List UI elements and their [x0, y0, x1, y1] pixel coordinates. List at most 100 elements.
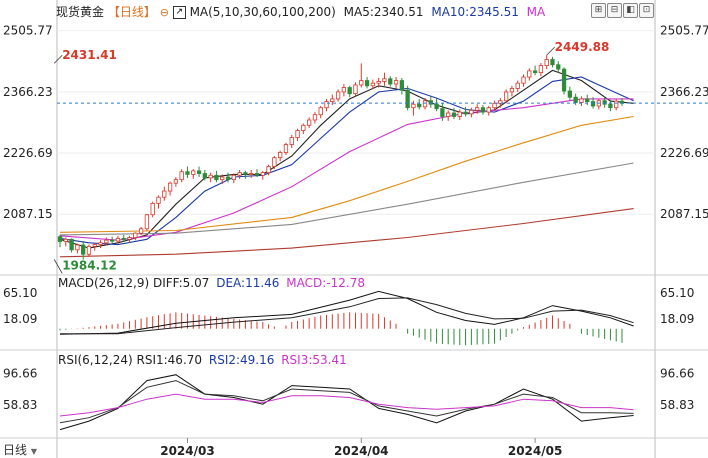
candle-body [382, 78, 387, 82]
candle-body [353, 84, 358, 95]
candle-body [422, 100, 428, 108]
y-tick-label-left: 2366.23 [3, 85, 53, 99]
y-tick-label-right: 2505.77 [660, 24, 708, 38]
forward-icon[interactable]: ⊡ [639, 3, 654, 18]
candle-body [144, 214, 150, 230]
candle-body [283, 144, 289, 153]
symbol-title: 现货黄金 [56, 5, 105, 19]
candle-body [69, 238, 74, 251]
x-tick-label: 2024/04 [334, 444, 388, 458]
candle-body [451, 112, 457, 117]
candle-body [515, 82, 520, 89]
period-button-label: 日线 [3, 443, 28, 457]
candle-body [544, 59, 549, 67]
annotation-label: 1984.12 [62, 258, 117, 272]
ma-line-ma5 [59, 69, 634, 249]
candle-body [156, 196, 161, 204]
candle-body [364, 80, 370, 87]
macd-params: MACD(26,12,9) [58, 276, 150, 290]
rsi-line-rsi3 [59, 393, 634, 417]
candle-body [272, 157, 277, 167]
y-tick-label-left: 2226.69 [3, 146, 53, 160]
rsi2-value: RSI2:49.16 [208, 353, 275, 367]
candle-body [237, 172, 242, 176]
candle-body [567, 90, 572, 98]
ma-line-ma10 [59, 76, 634, 246]
candle-body [579, 98, 584, 103]
rsi-line-rsi2 [59, 380, 634, 424]
candle-body [289, 137, 294, 145]
candle-body [75, 244, 80, 251]
candle-body [521, 76, 526, 84]
candle-body [278, 152, 283, 159]
period-label[interactable]: 【日线】 [107, 5, 156, 19]
candle-body [179, 171, 184, 181]
candle-body [260, 172, 265, 176]
chevron-down-icon: ▼ [30, 447, 37, 456]
ma-more[interactable]: MA [526, 5, 546, 19]
candle-body [191, 170, 196, 175]
candle-body [405, 89, 410, 109]
ma5-value: MA5:2340.51 [343, 5, 424, 19]
candle-body [220, 176, 225, 181]
rsi-y-tick-right: 58.83 [660, 398, 694, 412]
candle-body [86, 245, 92, 255]
back-icon[interactable]: ◧ [623, 3, 638, 18]
candle-body [532, 70, 538, 74]
candle-body [393, 80, 399, 85]
ma-line-ma100 [59, 162, 634, 236]
candle-body [92, 244, 97, 247]
rsi-line-rsi1 [59, 374, 634, 431]
rsi1-value: RSI1:46.70 [136, 353, 203, 367]
candle-body [486, 107, 491, 113]
candle-body [417, 103, 422, 108]
candle-body [370, 82, 376, 87]
candle-body [556, 64, 561, 70]
y-tick-label-right: 2226.69 [660, 146, 708, 160]
candle-body [550, 59, 555, 66]
candle-body [318, 107, 323, 116]
candle-body [249, 173, 254, 175]
candle-body [202, 173, 207, 179]
ma-toggle-icon[interactable]: ↗ [172, 6, 186, 19]
annotation-leader [546, 46, 555, 56]
candle-body [133, 232, 138, 238]
candle-body [573, 96, 578, 103]
period-button[interactable]: 日线 ▼ [3, 441, 37, 458]
rsi-y-tick-left: 58.83 [3, 398, 37, 412]
candle-body [81, 244, 86, 255]
settings-icon[interactable]: ⊟ [607, 3, 622, 18]
circle-minus-icon[interactable]: ⊖ [159, 6, 169, 19]
candle-body [214, 174, 219, 181]
rsi-params: RSI(6,12,24) [58, 353, 133, 367]
macd-value: MACD:-12.78 [286, 276, 365, 290]
candle-body [98, 242, 103, 245]
candle-body [480, 107, 486, 113]
candle-body [110, 239, 115, 242]
x-tick-label: 2024/05 [508, 444, 562, 458]
grid-icon[interactable]: ⊞ [591, 3, 606, 18]
candle-body [63, 238, 68, 242]
candle-body [57, 236, 63, 242]
annotation-label: 2431.41 [62, 48, 117, 62]
candle-body [115, 238, 121, 242]
candle-body [196, 170, 202, 174]
y-tick-label-left: 2087.15 [3, 207, 53, 221]
candle-body [434, 103, 439, 109]
candle-body [428, 100, 433, 105]
candle-body [359, 80, 364, 86]
macd-y-tick-left: 65.10 [3, 286, 37, 300]
candle-body [614, 100, 619, 109]
rsi-y-tick-right: 96.66 [660, 366, 694, 380]
macd-line-dea [60, 297, 634, 335]
candle-body [498, 100, 503, 104]
candle-body [254, 173, 260, 176]
candle-body [185, 171, 190, 175]
ma10-value: MA10:2345.51 [431, 5, 519, 19]
candle-body [388, 78, 393, 85]
candle-body [266, 166, 271, 174]
annotation-leader [53, 259, 63, 274]
candle-body [138, 228, 144, 234]
candle-body [341, 87, 347, 93]
